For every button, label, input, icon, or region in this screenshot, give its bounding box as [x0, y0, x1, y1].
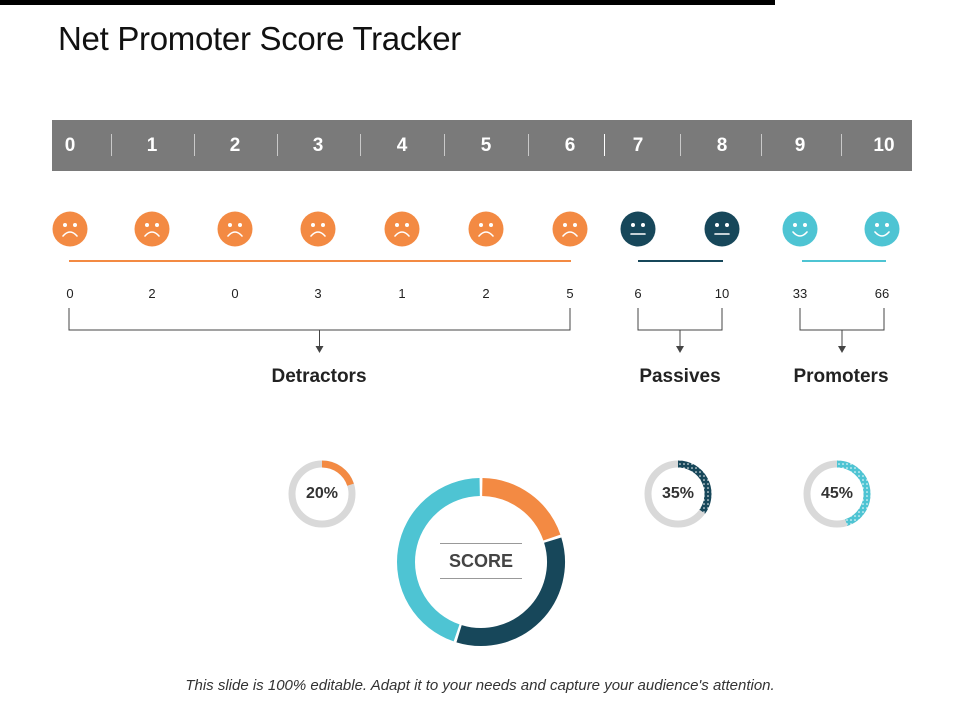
scale-separator	[680, 134, 681, 156]
scale-separator	[111, 134, 112, 156]
count-score-5: 2	[482, 286, 490, 301]
scale-separator	[444, 134, 445, 156]
count-score-9: 33	[792, 286, 808, 301]
promoters-percent: 45%	[820, 485, 854, 502]
detractors-label: Detractors	[271, 366, 367, 387]
passives-line	[638, 260, 723, 262]
count-score-6: 5	[566, 286, 574, 301]
sad-face-icon	[384, 211, 420, 247]
scale-separator	[761, 134, 762, 156]
top-accent-bar	[0, 0, 775, 5]
passives-bracket	[637, 308, 723, 347]
sad-face-icon	[217, 211, 253, 247]
passives-donut-arc	[677, 460, 712, 514]
sad-face-icon	[552, 211, 588, 247]
score-segment-detractors	[481, 478, 561, 541]
promoters-donut-arc	[836, 460, 871, 526]
scale-separator	[360, 134, 361, 156]
scale-number-1: 1	[146, 135, 158, 156]
score-donut	[397, 478, 565, 646]
scale-separator	[841, 134, 842, 156]
page-title: Net Promoter Score Tracker	[58, 20, 461, 57]
scale-number-5: 5	[480, 135, 492, 156]
promoters-arrow	[838, 346, 846, 353]
happy-face-icon	[782, 211, 818, 247]
detractors-line	[69, 260, 571, 262]
count-score-10: 66	[874, 286, 890, 301]
promoters-line	[802, 260, 886, 262]
scale-separator	[604, 134, 605, 156]
detractors-bracket	[68, 308, 571, 347]
scale-number-4: 4	[396, 135, 408, 156]
count-score-2: 0	[231, 286, 239, 301]
scale-number-9: 9	[794, 135, 806, 156]
count-score-7: 6	[634, 286, 642, 301]
sad-face-icon	[134, 211, 170, 247]
score-segment-passives	[456, 537, 565, 646]
promoters-label: Promoters	[793, 366, 889, 387]
score-scale-bar: 0 1 2 3 4 5 6 7 8 9 10	[52, 120, 912, 171]
passives-arrow	[676, 346, 684, 353]
count-score-0: 0	[66, 286, 74, 301]
sad-face-icon	[468, 211, 504, 247]
scale-number-0: 0	[64, 135, 76, 156]
detractors-arrow	[315, 346, 324, 353]
scale-number-2: 2	[229, 135, 241, 156]
count-score-8: 10	[714, 286, 730, 301]
score-segment-promoters	[397, 478, 481, 642]
detractors-donut-arc	[321, 460, 354, 487]
neutral-face-icon	[620, 211, 656, 247]
passives-donut	[644, 460, 712, 528]
scale-separator	[277, 134, 278, 156]
footer-note: This slide is 100% editable. Adapt it to…	[185, 677, 775, 694]
scale-number-6: 6	[564, 135, 576, 156]
detractors-percent: 20%	[305, 485, 339, 502]
sad-face-icon	[300, 211, 336, 247]
passives-label: Passives	[639, 366, 721, 387]
scale-number-10: 10	[873, 135, 895, 156]
happy-face-icon	[864, 211, 900, 247]
scale-separator	[528, 134, 529, 156]
scale-number-8: 8	[716, 135, 728, 156]
promoters-bracket	[799, 308, 885, 347]
score-label: SCORE	[440, 543, 522, 579]
scale-number-7: 7	[632, 135, 644, 156]
count-score-1: 2	[148, 286, 156, 301]
count-score-3: 3	[314, 286, 322, 301]
scale-number-3: 3	[312, 135, 324, 156]
scale-separator	[194, 134, 195, 156]
sad-face-icon	[52, 211, 88, 247]
neutral-face-icon	[704, 211, 740, 247]
count-score-4: 1	[398, 286, 406, 301]
detractors-donut	[288, 460, 356, 528]
promoters-donut	[803, 460, 871, 528]
passives-percent: 35%	[661, 485, 695, 502]
